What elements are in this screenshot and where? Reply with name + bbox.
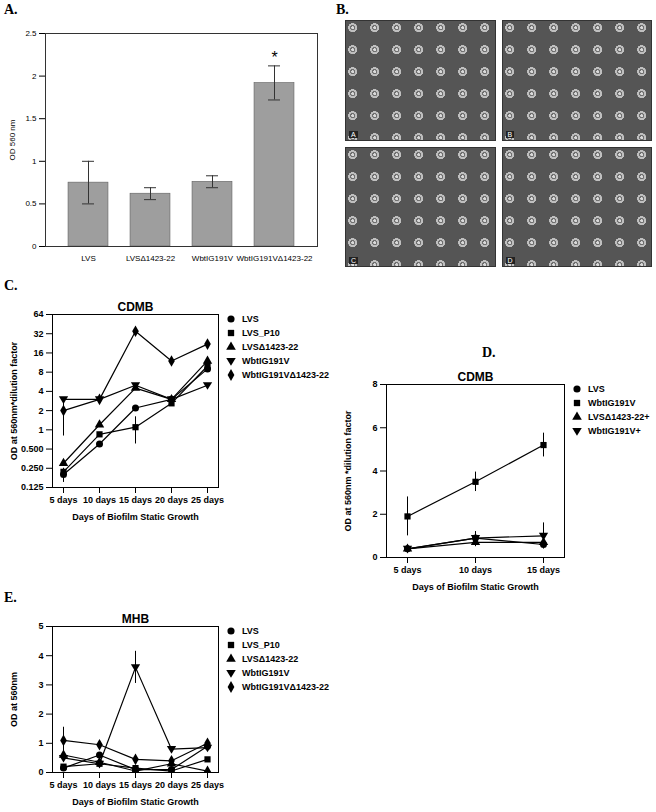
svg-text:Days of Biofilm Static Growth: Days of Biofilm Static Growth: [72, 512, 199, 522]
svg-text:Days of Biofilm Static Growth: Days of Biofilm Static Growth: [72, 797, 199, 807]
svg-text:*: *: [271, 49, 277, 66]
html-text:LVSΔ1423-22: LVSΔ1423-22: [242, 342, 299, 352]
svg-text:OD at 560nm*dilution factor: OD at 560nm*dilution factor: [9, 341, 19, 460]
html-text:WbtIG191V: WbtIG191V: [242, 668, 290, 678]
svg-text:15 days: 15 days: [527, 565, 560, 575]
svg-text:5: 5: [38, 621, 43, 631]
html-text:A.: A.: [4, 2, 18, 17]
svg-text:0.5: 0.5: [25, 199, 37, 208]
svg-text:3: 3: [38, 680, 43, 690]
svg-text:Days of Biofilm Static Growth: Days of Biofilm Static Growth: [412, 582, 539, 592]
svg-text:0.250: 0.250: [21, 463, 44, 473]
svg-text:CDMB: CDMB: [458, 370, 494, 384]
svg-text:4: 4: [38, 651, 43, 661]
svg-text:0.500: 0.500: [21, 444, 44, 454]
html-text:B: B: [507, 130, 513, 138]
svg-text:2: 2: [372, 509, 377, 519]
html-text:WbtIG191VΔ1423-22: WbtIG191VΔ1423-22: [242, 682, 329, 692]
svg-text:1: 1: [38, 738, 43, 748]
html-text:LVSΔ1423-22+: LVSΔ1423-22+: [588, 412, 650, 422]
svg-text:8: 8: [372, 379, 377, 389]
html-text:WbtIG191V: WbtIG191V: [588, 398, 636, 408]
svg-text:2.5: 2.5: [25, 29, 37, 38]
html-text:C.: C.: [4, 278, 18, 293]
svg-text:CDMB: CDMB: [118, 300, 154, 314]
svg-text:2: 2: [38, 405, 43, 415]
svg-text:MHB: MHB: [122, 612, 150, 626]
svg-text:2: 2: [32, 72, 37, 81]
html-text:WbtIG191V+: WbtIG191V+: [588, 426, 641, 436]
html-text:LVS: LVS: [242, 314, 259, 324]
svg-text:8: 8: [38, 367, 43, 377]
html-text:LVS_P10: LVS_P10: [242, 640, 280, 650]
svg-text:0: 0: [38, 767, 43, 777]
svg-text:1: 1: [32, 157, 37, 166]
svg-text:15 days: 15 days: [119, 495, 152, 505]
html-text:LVSΔ1423-22: LVSΔ1423-22: [242, 654, 299, 664]
svg-text:16: 16: [33, 348, 43, 358]
svg-text:WbtIG191VΔ1423-22: WbtIG191VΔ1423-22: [236, 254, 313, 263]
svg-text:20 days: 20 days: [155, 780, 188, 790]
svg-text:0: 0: [32, 242, 37, 251]
svg-text:20 days: 20 days: [155, 495, 188, 505]
svg-text:6: 6: [372, 423, 377, 433]
html-text:B.: B.: [336, 2, 349, 17]
svg-text:10 days: 10 days: [459, 565, 492, 575]
svg-text:10 days: 10 days: [83, 780, 116, 790]
html-text:D.: D.: [482, 345, 496, 360]
html-text:A: A: [351, 130, 356, 138]
svg-text:5 days: 5 days: [49, 780, 77, 790]
svg-text:25 days: 25 days: [191, 495, 224, 505]
svg-text:2: 2: [38, 709, 43, 719]
html-text:WbtIG191VΔ1423-22: WbtIG191VΔ1423-22: [242, 370, 329, 380]
html-text:LVS_P10: LVS_P10: [242, 328, 280, 338]
svg-text:OD at 560nm *dilution factor: OD at 560nm *dilution factor: [343, 410, 353, 532]
svg-text:WbtIG191V: WbtIG191V: [192, 254, 234, 263]
svg-text:10 days: 10 days: [83, 495, 116, 505]
svg-text:OD at 560nm: OD at 560nm: [9, 672, 19, 727]
svg-text:LVSΔ1423-22: LVSΔ1423-22: [126, 254, 176, 263]
svg-text:LVS: LVS: [81, 254, 96, 263]
svg-text:15 days: 15 days: [119, 780, 152, 790]
html-text:C: C: [351, 257, 357, 264]
svg-text:5 days: 5 days: [393, 565, 421, 575]
svg-text:25 days: 25 days: [191, 780, 224, 790]
svg-text:4: 4: [372, 466, 377, 476]
html-text:LVS: LVS: [242, 626, 259, 636]
svg-text:OD 560 nm: OD 560 nm: [8, 119, 17, 160]
svg-text:4: 4: [38, 386, 43, 396]
svg-text:1: 1: [38, 425, 43, 435]
html-text:WbtIG191V: WbtIG191V: [242, 356, 290, 366]
html-text:E.: E.: [4, 590, 17, 605]
svg-text:0.125: 0.125: [21, 482, 44, 492]
html-text:LVS: LVS: [588, 384, 605, 394]
svg-text:32: 32: [33, 329, 43, 339]
html-text:D: D: [507, 257, 513, 264]
svg-text:64: 64: [33, 309, 43, 319]
svg-text:0: 0: [372, 552, 377, 562]
svg-text:1.5: 1.5: [25, 114, 37, 123]
svg-text:5 days: 5 days: [49, 495, 77, 505]
